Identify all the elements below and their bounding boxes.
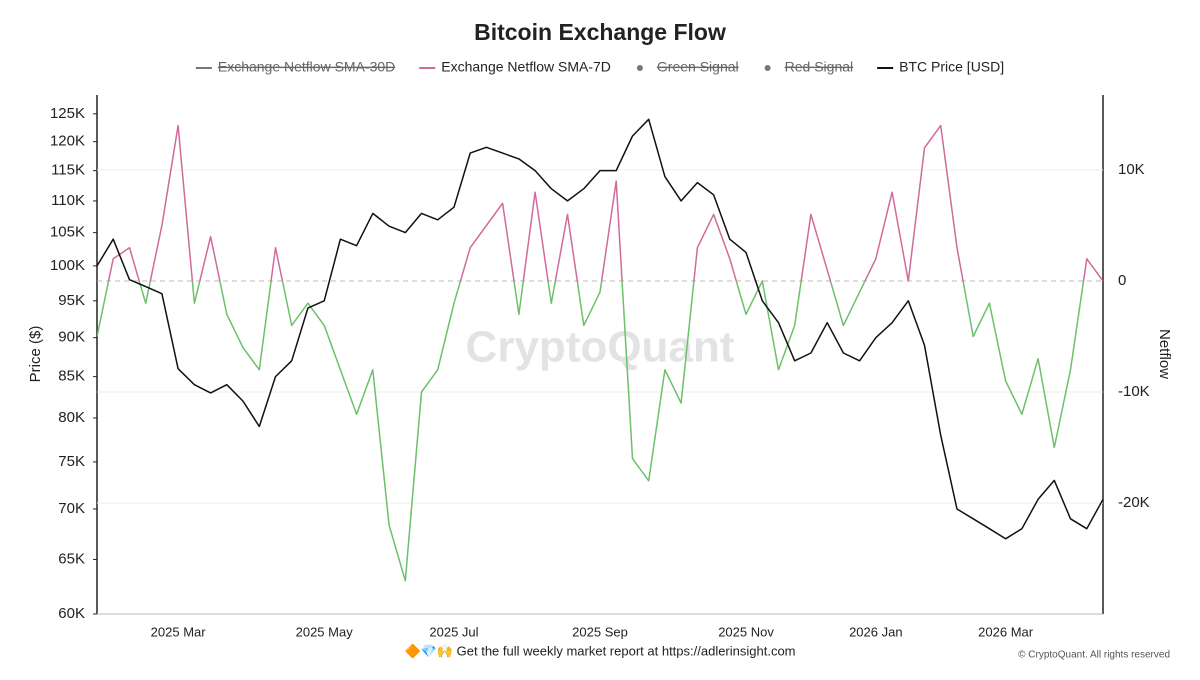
y-tick-label: 120K	[50, 133, 85, 150]
legend-marker	[636, 65, 643, 71]
copyright: © CryptoQuant. All rights reserved	[1018, 650, 1170, 661]
y-tick-label: 125K	[50, 105, 85, 122]
chart-title: Bitcoin Exchange Flow	[474, 19, 726, 45]
y-tick-label: 65K	[58, 550, 85, 567]
x-tick-label: 2026 Mar	[978, 624, 1034, 639]
y-tick-label: 80K	[58, 409, 85, 426]
y-tick-label: 85K	[58, 368, 85, 385]
y-tick-label: 110K	[51, 192, 85, 209]
legend-label: Red Signal	[785, 59, 854, 75]
x-tick-label: 2025 Sep	[572, 624, 628, 639]
y2-tick-label: 0	[1118, 272, 1126, 289]
x-tick-label: 2025 Jul	[429, 624, 478, 639]
y-tick-label: 100K	[50, 257, 85, 274]
y2-tick-label: -20K	[1118, 494, 1150, 511]
y2-axis-title: Netflow	[1156, 329, 1173, 379]
y-axis-title: Price ($)	[27, 326, 44, 383]
netflow-line-negative	[97, 281, 1103, 582]
y-tick-label: 90K	[58, 329, 85, 346]
legend-label: Exchange Netflow SMA-30D	[218, 59, 395, 75]
legend-label: Exchange Netflow SMA-7D	[441, 59, 611, 75]
x-tick-label: 2025 Mar	[151, 624, 207, 639]
y2-tick-label: 10K	[1118, 161, 1145, 178]
y-tick-label: 105K	[50, 224, 85, 241]
x-tick-label: 2026 Jan	[849, 624, 903, 639]
y2-tick-label: -10K	[1118, 383, 1150, 400]
legend-label: BTC Price [USD]	[899, 59, 1004, 75]
footer: 🔶💎🙌 Get the full weekly market report at…	[404, 643, 795, 658]
legend-marker	[764, 65, 771, 71]
legend-label: Green Signal	[657, 59, 739, 75]
legend: Exchange Netflow SMA-30D Exchange Netflow…	[195, 59, 1004, 75]
y-tick-label: 60K	[58, 605, 85, 622]
netflow-line-positive	[107, 124, 1103, 282]
watermark: CryptoQuant	[466, 323, 735, 372]
x-tick-label: 2025 Nov	[718, 624, 774, 639]
y-tick-label: 70K	[58, 500, 85, 517]
y-tick-label: 115K	[51, 162, 85, 179]
price-line	[96, 118, 1104, 540]
y-tick-label: 95K	[58, 292, 85, 309]
x-tick-label: 2025 May	[296, 624, 354, 639]
y-tick-label: 75K	[58, 453, 85, 470]
